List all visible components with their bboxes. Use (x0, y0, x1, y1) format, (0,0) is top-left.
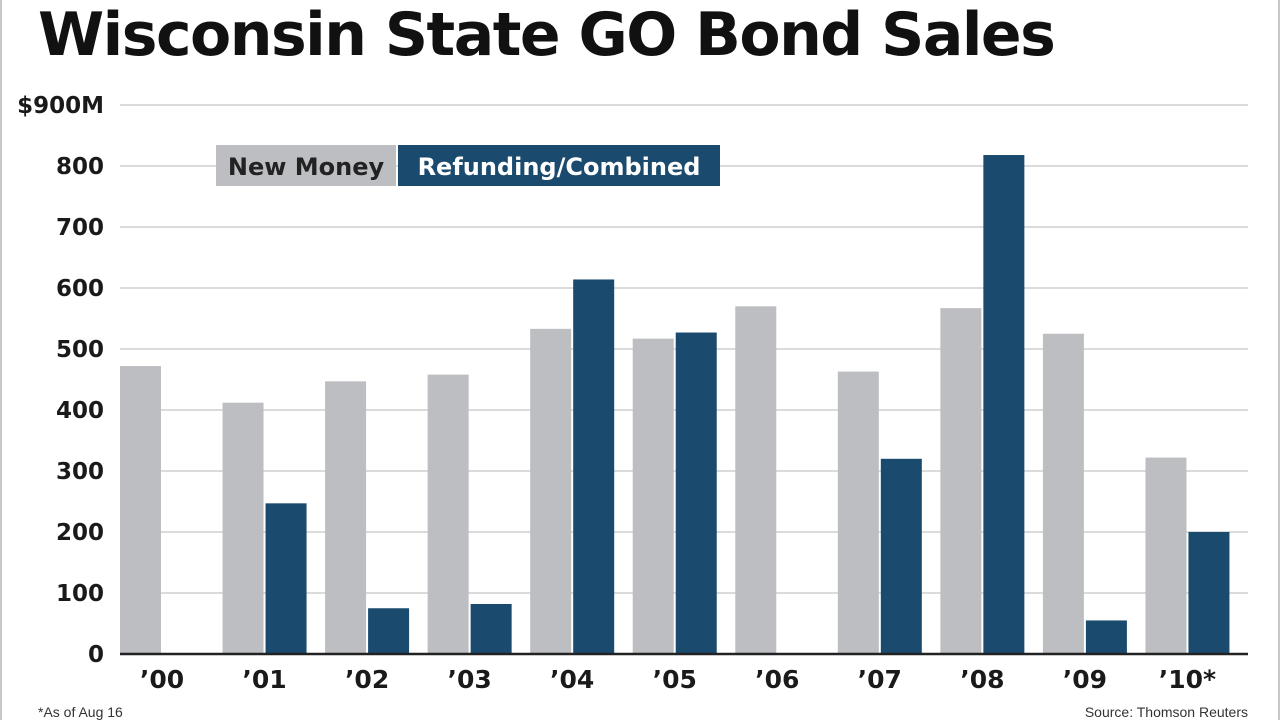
legend-label-new-money: New Money (228, 153, 385, 181)
legend-swatch-refunding-combined (398, 145, 720, 186)
bar-new-money (940, 308, 982, 654)
bar-refunding-combined (368, 608, 410, 654)
bar-new-money (632, 338, 674, 654)
bar-new-money (735, 306, 777, 654)
bar-refunding-combined (880, 458, 922, 654)
x-tick-label: ’08 (960, 665, 1004, 694)
x-tick-label: ’09 (1063, 665, 1107, 694)
chart-title: Wisconsin State GO Bond Sales (38, 0, 1056, 70)
x-tick-label: ’06 (755, 665, 799, 694)
x-tick-label: ’05 (653, 665, 697, 694)
x-tick-label: ’02 (345, 665, 389, 694)
bar-new-money (325, 381, 367, 654)
x-tick-label: ’00 (140, 665, 184, 694)
bar-new-money (427, 374, 469, 654)
bar-new-money (120, 366, 161, 654)
y-tick-label: 0 (88, 642, 104, 668)
y-tick-label: 600 (56, 276, 104, 302)
y-tick-label: 800 (56, 154, 104, 180)
source-note: Source: Thomson Reuters (1084, 704, 1248, 720)
y-tick-label: 300 (56, 459, 104, 485)
x-tick-label: ’10* (1159, 665, 1216, 694)
x-tick-label: ’07 (858, 665, 902, 694)
bar-new-money (837, 371, 879, 654)
bar-refunding-combined (1085, 620, 1127, 654)
bar-refunding-combined (265, 503, 307, 654)
y-tick-label: 500 (56, 337, 104, 363)
legend-label-refunding-combined: Refunding/Combined (418, 153, 701, 181)
bar-new-money (1145, 457, 1187, 654)
bar-refunding-combined (983, 155, 1025, 654)
bar-new-money (222, 402, 264, 654)
legend-swatch-new-money (216, 145, 396, 186)
x-tick-label: ’01 (242, 665, 286, 694)
bar-refunding-combined (675, 332, 717, 654)
bar-refunding-combined (470, 603, 512, 654)
y-tick-label: $900M (17, 93, 104, 119)
bar-new-money (530, 328, 572, 654)
y-tick-label: 400 (56, 398, 104, 424)
bar-new-money (1042, 333, 1084, 654)
bar-refunding-combined (573, 279, 615, 654)
y-tick-label: 100 (56, 581, 104, 607)
x-tick-label: ’04 (550, 665, 594, 694)
x-tick-label: ’03 (447, 665, 491, 694)
y-tick-label: 200 (56, 520, 104, 546)
footnote: *As of Aug 16 (38, 704, 123, 720)
y-tick-label: 700 (56, 215, 104, 241)
bar-refunding-combined (1188, 532, 1230, 654)
